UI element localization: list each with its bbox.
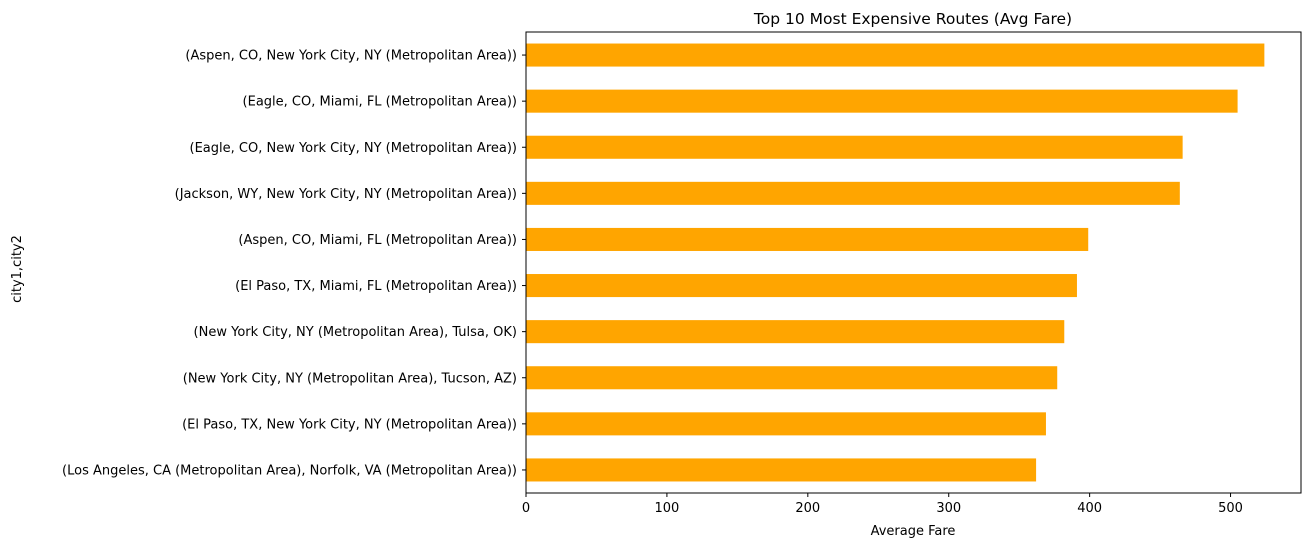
bar [526, 458, 1037, 482]
bar [526, 274, 1077, 298]
x-axis-label: Average Fare [871, 524, 956, 539]
y-tick-label: (Eagle, CO, Miami, FL (Metropolitan Area… [243, 95, 517, 110]
x-tick-label: 0 [522, 501, 530, 516]
y-axis-label: city1,city2 [10, 235, 25, 303]
y-tick-label: (Aspen, CO, New York City, NY (Metropoli… [185, 49, 517, 64]
bar [526, 181, 1180, 205]
x-tick-label: 300 [936, 501, 961, 516]
bar [526, 89, 1238, 113]
y-tick-label: (El Paso, TX, New York City, NY (Metropo… [182, 417, 517, 432]
y-tick-label: (Aspen, CO, Miami, FL (Metropolitan Area… [238, 233, 517, 248]
bar [526, 227, 1089, 251]
x-tick-label: 100 [654, 501, 679, 516]
y-tick-label: (Eagle, CO, New York City, NY (Metropoli… [190, 141, 517, 156]
y-tick-label: (New York City, NY (Metropolitan Area), … [194, 325, 517, 340]
x-tick-label: 200 [795, 501, 820, 516]
y-tick-label: (Los Angeles, CA (Metropolitan Area), No… [62, 463, 517, 478]
plot-frame [525, 31, 1302, 494]
bar [526, 43, 1265, 67]
y-tick-label: (El Paso, TX, Miami, FL (Metropolitan Ar… [235, 279, 517, 294]
y-tick-label: (Jackson, WY, New York City, NY (Metropo… [175, 187, 517, 202]
bar [526, 412, 1046, 436]
x-tick-label: 400 [1077, 501, 1102, 516]
bar [526, 366, 1058, 390]
bars-layer [526, 43, 1265, 482]
chart-title: Top 10 Most Expensive Routes (Avg Fare) [753, 10, 1072, 28]
bar [526, 135, 1183, 159]
bar [526, 320, 1065, 344]
x-tick-label: 500 [1218, 501, 1243, 516]
y-tick-label: (New York City, NY (Metropolitan Area), … [183, 371, 517, 386]
axes-layer: (Aspen, CO, New York City, NY (Metropoli… [62, 31, 1302, 516]
